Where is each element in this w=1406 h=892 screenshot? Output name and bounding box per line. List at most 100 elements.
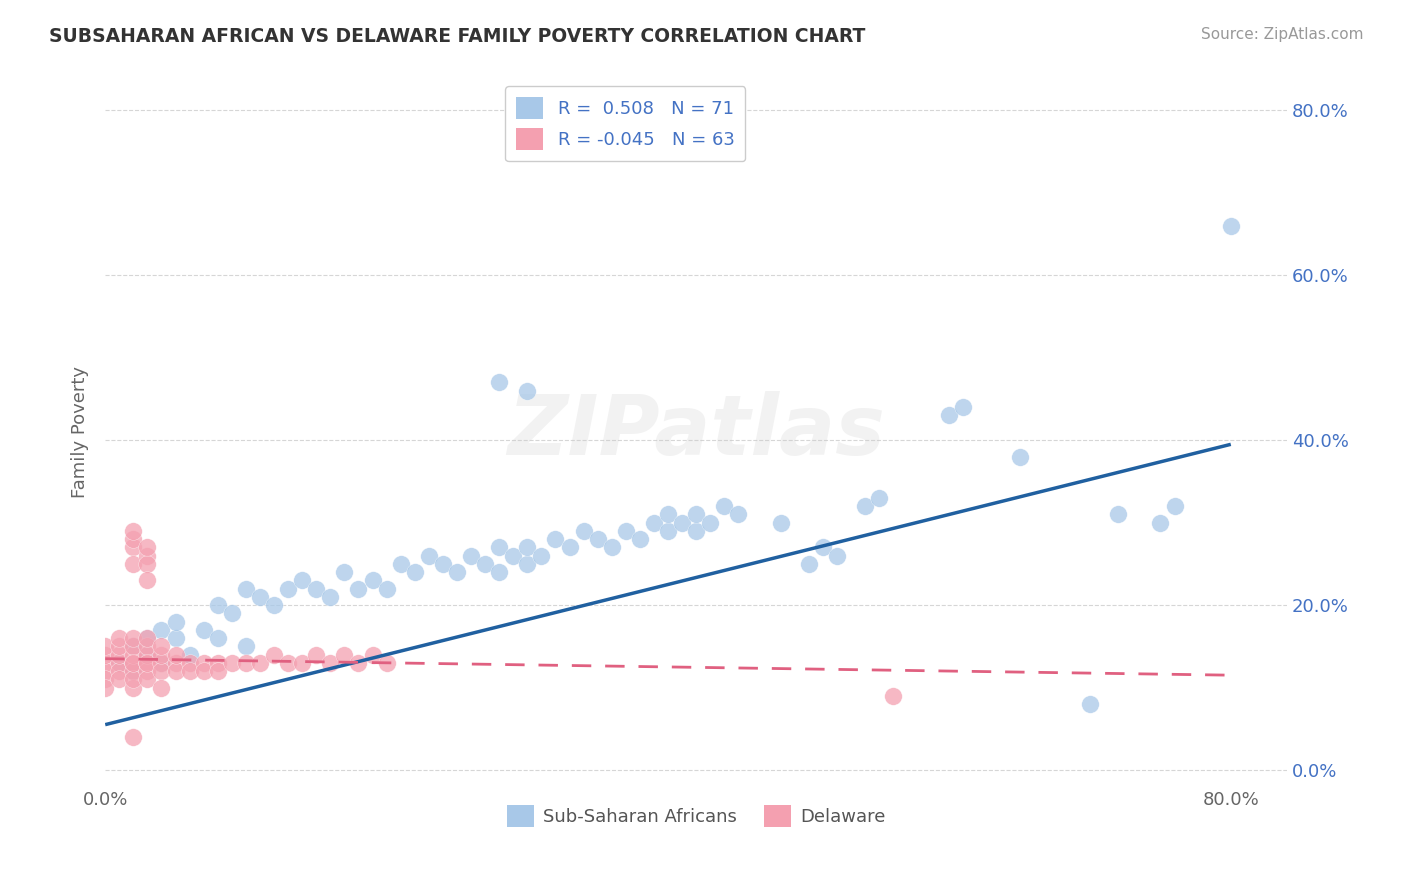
Point — [882, 689, 904, 703]
Point — [94, 656, 117, 670]
Point — [136, 648, 159, 662]
Point — [122, 541, 145, 555]
Point — [235, 640, 257, 654]
Text: SUBSAHARAN AFRICAN VS DELAWARE FAMILY POVERTY CORRELATION CHART: SUBSAHARAN AFRICAN VS DELAWARE FAMILY PO… — [49, 27, 866, 45]
Point — [558, 541, 581, 555]
Point — [122, 656, 145, 670]
Point — [516, 384, 538, 398]
Point — [249, 590, 271, 604]
Point — [347, 582, 370, 596]
Point — [108, 656, 131, 670]
Point — [165, 656, 187, 670]
Point — [94, 681, 117, 695]
Point — [432, 557, 454, 571]
Point — [136, 656, 159, 670]
Point — [277, 656, 299, 670]
Point — [94, 640, 117, 654]
Point — [361, 574, 384, 588]
Point — [769, 516, 792, 530]
Point — [150, 648, 173, 662]
Point — [150, 623, 173, 637]
Point — [1149, 516, 1171, 530]
Point — [150, 656, 173, 670]
Point — [193, 664, 215, 678]
Point — [122, 648, 145, 662]
Point — [1107, 508, 1129, 522]
Point — [122, 656, 145, 670]
Point — [108, 656, 131, 670]
Point — [150, 656, 173, 670]
Point — [193, 656, 215, 670]
Point — [122, 532, 145, 546]
Point — [572, 524, 595, 538]
Point — [108, 664, 131, 678]
Point — [235, 656, 257, 670]
Point — [122, 524, 145, 538]
Point — [868, 491, 890, 505]
Point — [235, 582, 257, 596]
Point — [685, 508, 707, 522]
Point — [1163, 499, 1185, 513]
Point — [1008, 450, 1031, 464]
Point — [179, 656, 201, 670]
Point — [150, 681, 173, 695]
Point — [207, 598, 229, 612]
Point — [516, 541, 538, 555]
Point — [136, 673, 159, 687]
Point — [193, 623, 215, 637]
Text: ZIPatlas: ZIPatlas — [508, 392, 886, 473]
Point — [108, 648, 131, 662]
Point — [952, 401, 974, 415]
Point — [122, 681, 145, 695]
Point — [319, 656, 342, 670]
Point — [108, 640, 131, 654]
Point — [136, 541, 159, 555]
Point — [825, 549, 848, 563]
Point — [347, 656, 370, 670]
Point — [811, 541, 834, 555]
Point — [474, 557, 496, 571]
Point — [122, 640, 145, 654]
Point — [249, 656, 271, 670]
Point — [361, 648, 384, 662]
Point — [94, 664, 117, 678]
Point — [530, 549, 553, 563]
Point — [136, 574, 159, 588]
Point — [375, 582, 398, 596]
Point — [614, 524, 637, 538]
Point — [179, 664, 201, 678]
Point — [516, 557, 538, 571]
Point — [375, 656, 398, 670]
Point — [333, 565, 356, 579]
Point — [657, 508, 679, 522]
Text: Source: ZipAtlas.com: Source: ZipAtlas.com — [1201, 27, 1364, 42]
Point — [136, 631, 159, 645]
Point — [291, 656, 314, 670]
Point — [319, 590, 342, 604]
Point — [165, 631, 187, 645]
Point — [122, 631, 145, 645]
Point — [150, 664, 173, 678]
Point — [207, 631, 229, 645]
Point — [600, 541, 623, 555]
Point — [404, 565, 426, 579]
Point — [713, 499, 735, 513]
Point — [586, 532, 609, 546]
Point — [122, 557, 145, 571]
Point — [699, 516, 721, 530]
Point — [165, 648, 187, 662]
Point — [207, 656, 229, 670]
Point — [446, 565, 468, 579]
Point — [207, 664, 229, 678]
Point — [1078, 697, 1101, 711]
Point — [136, 557, 159, 571]
Point — [122, 640, 145, 654]
Point — [179, 648, 201, 662]
Point — [94, 673, 117, 687]
Point — [333, 648, 356, 662]
Point — [1219, 219, 1241, 233]
Point — [727, 508, 749, 522]
Point — [122, 664, 145, 678]
Point — [305, 582, 328, 596]
Point — [136, 631, 159, 645]
